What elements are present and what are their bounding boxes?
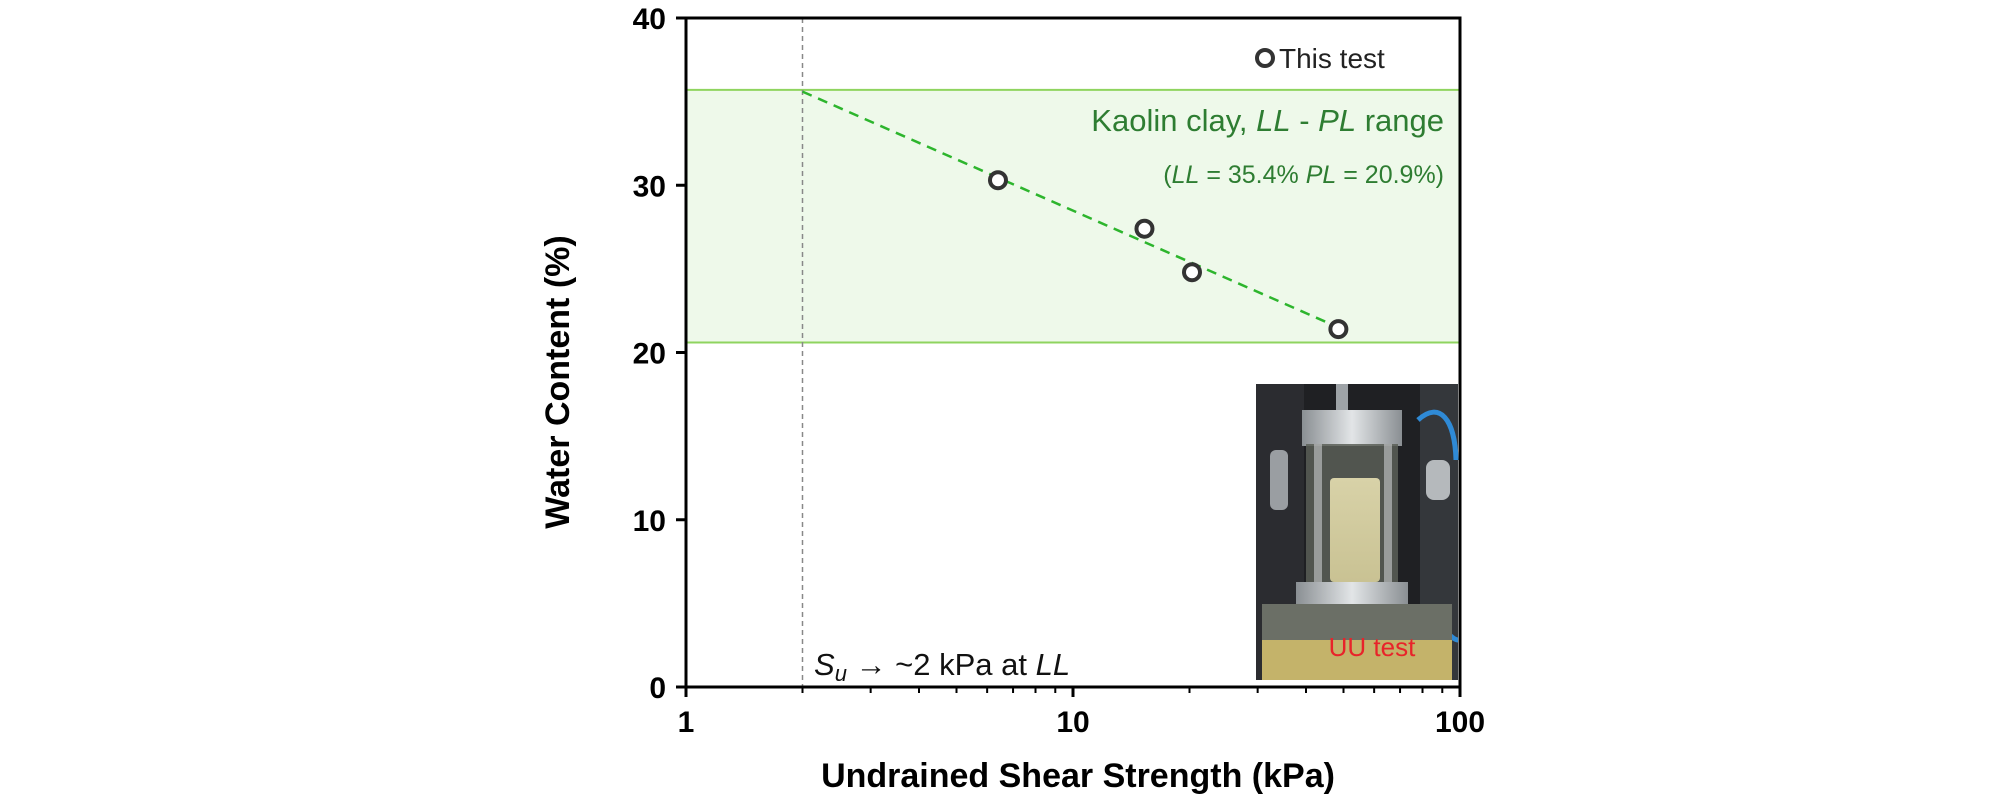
x-tick-label: 100 (1435, 706, 1485, 739)
y-axis-ticks: 0 10 20 30 40 (633, 3, 686, 705)
x-axis-ticks: 1 10 100 (678, 687, 1485, 739)
su-annotation: Su → ~2 kPa at LL (814, 647, 1070, 686)
legend: This test (1255, 43, 1385, 74)
data-point (1182, 262, 1203, 283)
range-limits: (LL = 35.4% PL = 20.9%) (1163, 161, 1444, 189)
x-tick-label: 10 (1056, 706, 1089, 739)
y-axis-label: Water Content (%) (539, 235, 577, 528)
y-tick-label: 20 (633, 338, 666, 371)
data-point (1134, 218, 1155, 239)
legend-marker (1255, 48, 1275, 68)
trend-line (801, 90, 1339, 329)
uu-test-photo: UU test (1256, 384, 1459, 680)
series-this-test (987, 170, 1349, 340)
x-axis-label: Undrained Shear Strength (kPa) (821, 757, 1335, 795)
legend-label: This test (1279, 43, 1385, 74)
range-title: Kaolin clay, LL - PL range (1091, 103, 1444, 138)
y-tick-label: 0 (649, 672, 666, 705)
data-point (987, 170, 1008, 191)
ll-pl-range-band (686, 89, 1460, 343)
y-tick-label: 30 (633, 170, 666, 203)
x-tick-label: 1 (678, 706, 695, 739)
y-tick-label: 40 (633, 3, 666, 36)
y-tick-label: 10 (633, 505, 666, 538)
data-point (1328, 319, 1349, 340)
photo-caption: UU test (1329, 632, 1416, 662)
